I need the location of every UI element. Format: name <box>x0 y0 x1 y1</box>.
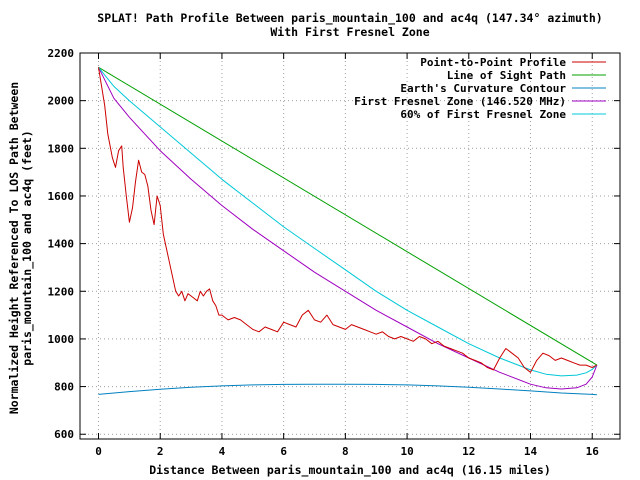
series-lines <box>98 66 598 396</box>
legend-label: Line of Sight Path <box>447 69 566 82</box>
series-line-3 <box>98 67 598 390</box>
x-tick-label: 8 <box>342 445 349 458</box>
x-axis-label: Distance Between paris_mountain_100 and … <box>149 463 551 478</box>
y-tick-label: 1600 <box>48 190 75 203</box>
y-tick-label: 2200 <box>48 47 75 60</box>
series-line-0 <box>98 67 598 373</box>
y-tick-label: 2000 <box>48 95 75 108</box>
y-tick-label: 1200 <box>48 285 75 298</box>
plot-frame <box>79 52 621 440</box>
y-axis-label-line2: paris_mountain_100 and ac4q (feet) <box>20 130 35 365</box>
chart-subtitle: With First Fresnel Zone <box>270 25 429 39</box>
y-axis-label-line1: Normalized Height Referenced To LOS Path… <box>7 82 21 414</box>
y-tick-label: 1400 <box>48 238 75 251</box>
y-tick-label: 600 <box>54 428 74 441</box>
x-tick-label: 14 <box>524 445 538 458</box>
legend-label: Point-to-Point Profile <box>420 56 566 69</box>
x-tick-label: 10 <box>400 445 413 458</box>
x-tick-label: 4 <box>219 445 226 458</box>
grid-lines <box>80 52 620 439</box>
series-line-4 <box>98 66 598 377</box>
series-line-1 <box>98 66 598 366</box>
x-tick-label: 12 <box>462 445 475 458</box>
y-tick-label: 1800 <box>48 142 75 155</box>
chart-title: SPLAT! Path Profile Between paris_mounta… <box>97 11 602 26</box>
legend-label: Earth's Curvature Contour <box>400 82 566 95</box>
x-tick-label: 2 <box>157 445 164 458</box>
x-tick-label: 6 <box>280 445 287 458</box>
axis-ticks: 0 2 4 6 8 10 12 14 16 600 800 1000 1200 1400 1600 1800 2… <box>48 47 620 458</box>
y-tick-label: 1000 <box>48 333 75 346</box>
series-line-2 <box>98 383 597 396</box>
legend-label: 60% of First Fresnel Zone <box>400 108 566 121</box>
legend-label: First Fresnel Zone (146.520 MHz) <box>354 95 566 108</box>
x-tick-label: 0 <box>95 445 102 458</box>
y-tick-label: 800 <box>54 381 74 394</box>
x-tick-label: 16 <box>586 445 600 458</box>
